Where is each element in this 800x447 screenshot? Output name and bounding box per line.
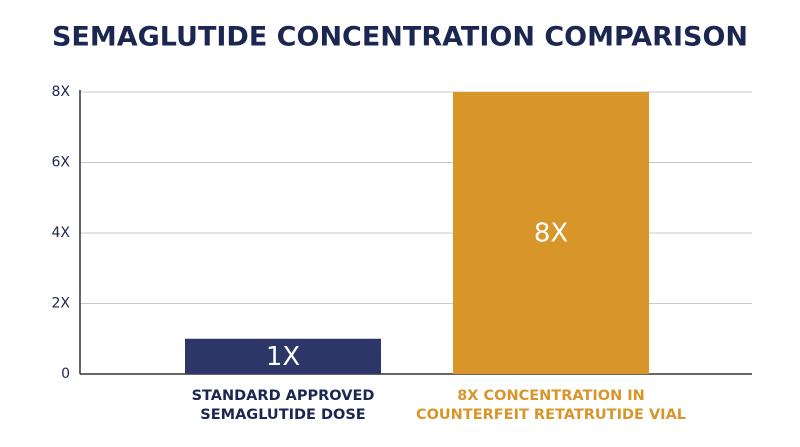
- y-tick-label: 6X: [52, 155, 71, 171]
- bar: [185, 338, 381, 374]
- chart-title: SEMAGLUTIDE CONCENTRATION COMPARISON: [52, 22, 748, 53]
- x-tick-label: 8X CONCENTRATION IN COUNTERFEIT RETATRUT…: [415, 388, 687, 423]
- y-tick-label: 8X: [52, 84, 71, 100]
- y-tick-label: 0: [61, 366, 70, 382]
- x-tick-label: STANDARD APPROVED SEMAGLUTIDE DOSE: [191, 388, 375, 423]
- bar: [453, 92, 649, 374]
- value-label: 1X: [266, 342, 300, 372]
- value-label: 8X: [534, 219, 568, 249]
- y-tick-label: 2X: [52, 296, 71, 312]
- y-tick-label: 4X: [52, 225, 71, 241]
